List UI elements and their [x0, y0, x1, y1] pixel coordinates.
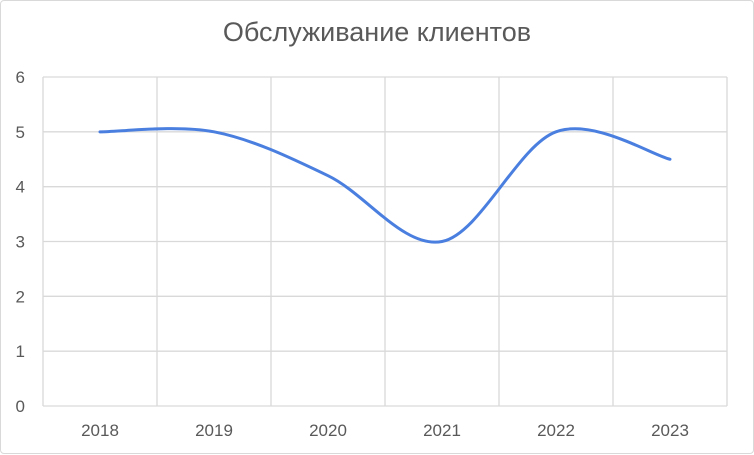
x-tick-label: 2020: [309, 421, 347, 440]
series-line: [98, 127, 672, 244]
series-layer: [98, 127, 672, 244]
x-tick-label: 2018: [81, 421, 119, 440]
x-tick-label: 2023: [651, 421, 689, 440]
x-tick-label: 2019: [195, 421, 233, 440]
y-tick-label: 4: [16, 178, 25, 197]
y-tick-label: 1: [16, 342, 25, 361]
chart-title: Обслуживание клиентов: [222, 17, 532, 47]
y-tick-label: 6: [16, 68, 25, 87]
y-tick-label: 3: [16, 233, 25, 252]
x-axis-tick-labels: 2018 2019 2020 2021 2022 2023: [81, 421, 689, 440]
y-axis-tick-labels: 0 1 2 3 4 5 6: [16, 68, 25, 416]
grid-lines: [42, 76, 728, 407]
x-tick-label: 2022: [537, 421, 575, 440]
x-tick-label: 2021: [423, 421, 461, 440]
y-tick-label: 2: [16, 287, 25, 306]
y-tick-label: 0: [16, 397, 25, 416]
y-tick-label: 5: [16, 123, 25, 142]
